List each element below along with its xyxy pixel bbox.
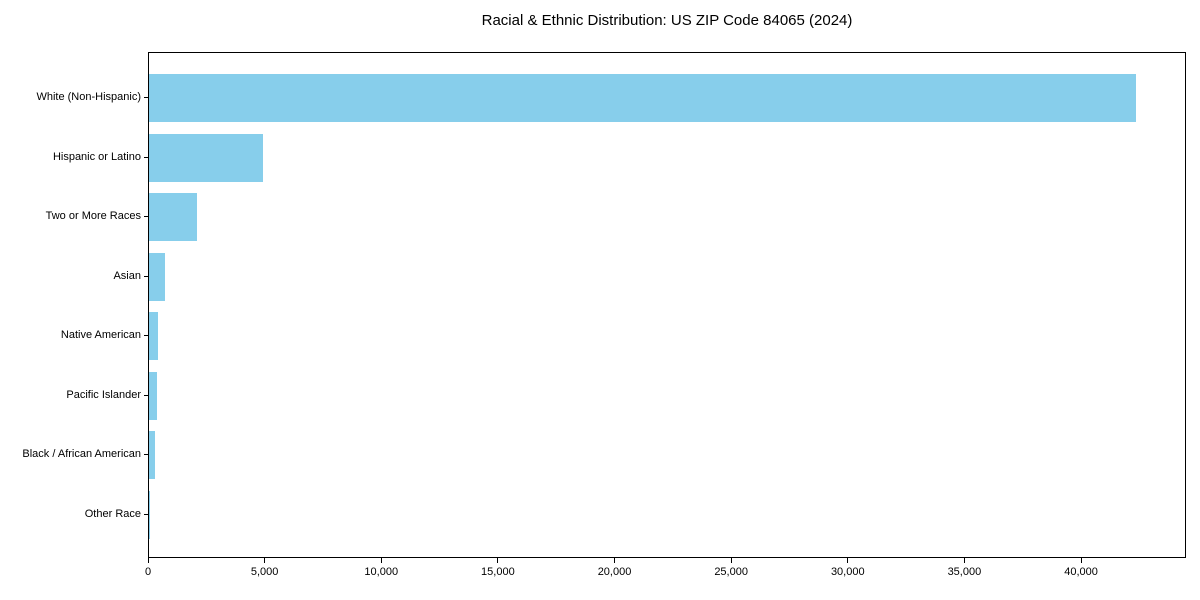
y-tick-black-african-american bbox=[144, 454, 148, 455]
x-tick-mark-5000 bbox=[264, 558, 266, 563]
x-tick-label-15000: 15,000 bbox=[481, 566, 515, 578]
y-tick-pacific-islander bbox=[144, 394, 148, 396]
bar-other-race bbox=[149, 490, 150, 539]
y-tick-hispanic-or-latino bbox=[144, 156, 148, 158]
y-tick-two-or-more-races bbox=[144, 216, 148, 217]
y-label-asian: Asian bbox=[113, 269, 141, 282]
y-tick-other-race bbox=[144, 513, 148, 515]
x-tick-mark-0 bbox=[147, 558, 149, 563]
bar-pacific-islander bbox=[149, 371, 158, 420]
x-tick-mark-25000 bbox=[730, 558, 732, 563]
y-tick-white-non-hispanic bbox=[144, 97, 148, 98]
y-label-other-race: Other Race bbox=[84, 507, 141, 520]
y-label-two-or-more-races: Two or More Races bbox=[45, 210, 141, 222]
bar-hispanic-or-latino bbox=[149, 133, 263, 182]
y-label-hispanic-or-latino: Hispanic or Latino bbox=[52, 150, 141, 163]
x-tick-label-5000: 5,000 bbox=[250, 566, 279, 578]
x-tick-label-40000: 40,000 bbox=[1064, 566, 1098, 578]
x-tick-mark-15000 bbox=[497, 558, 499, 563]
x-tick-label-35000: 35,000 bbox=[947, 566, 982, 578]
y-tick-native-american bbox=[144, 335, 148, 336]
chart-title: Racial & Ethnic Distribution: US ZIP Cod… bbox=[481, 12, 853, 29]
x-tick-mark-10000 bbox=[380, 558, 382, 563]
x-tick-mark-30000 bbox=[847, 558, 849, 563]
x-tick-mark-35000 bbox=[963, 558, 965, 563]
bar-white-non-hispanic bbox=[149, 74, 1137, 122]
x-tick-mark-20000 bbox=[614, 558, 616, 563]
x-tick-label-20000: 20,000 bbox=[597, 566, 632, 578]
x-tick-label-30000: 30,000 bbox=[830, 566, 865, 578]
plot-area bbox=[148, 52, 1186, 558]
y-axis-labels: White (Non-Hispanic) Hispanic or Latino Tw… bbox=[0, 52, 141, 558]
y-label-native-american: Native American bbox=[60, 329, 141, 341]
x-tick-mark-40000 bbox=[1080, 558, 1082, 563]
x-tick-label-10000: 10,000 bbox=[364, 566, 399, 578]
y-label-black-african-american: Black / African American bbox=[22, 448, 141, 460]
y-label-pacific-islander: Pacific Islander bbox=[66, 388, 141, 401]
y-label-white-non-hispanic: White (Non-Hispanic) bbox=[36, 91, 141, 103]
x-tick-label-25000: 25,000 bbox=[714, 566, 748, 578]
bar-native-american bbox=[149, 312, 159, 360]
x-tick-label-0: 0 bbox=[144, 566, 152, 578]
y-tick-asian bbox=[144, 275, 148, 277]
bar-two-or-more-races bbox=[149, 193, 197, 241]
bar-asian bbox=[149, 252, 166, 301]
bar-black-african-american bbox=[149, 431, 156, 479]
